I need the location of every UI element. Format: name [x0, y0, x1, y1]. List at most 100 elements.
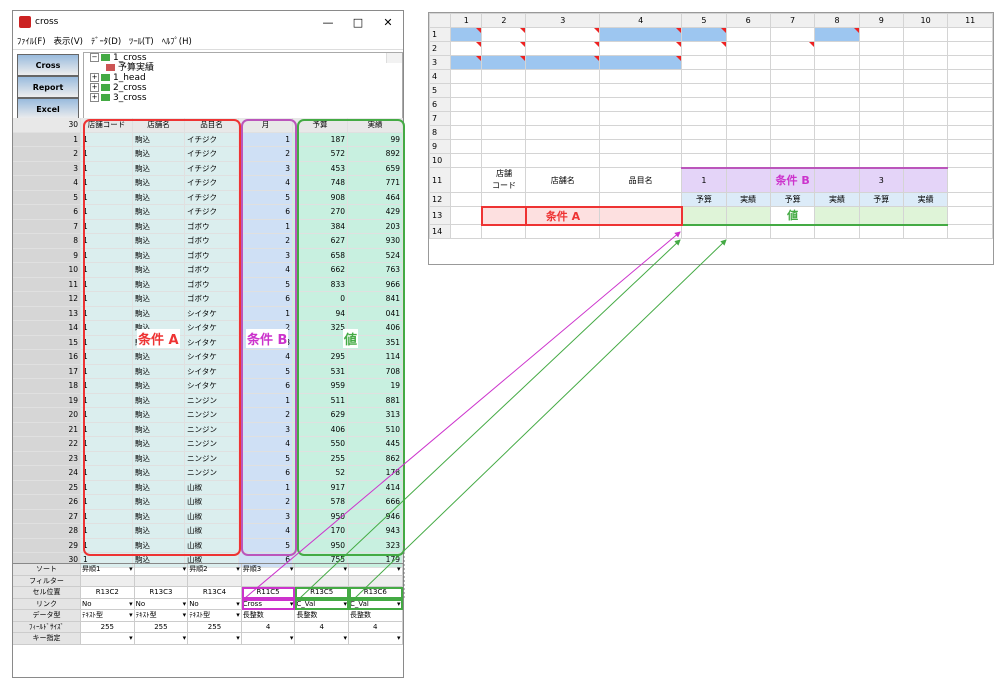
- column-header[interactable]: 1: [450, 13, 483, 28]
- store-name-cell[interactable]: 駒込: [133, 292, 185, 307]
- sheet-cell[interactable]: [450, 55, 483, 70]
- header-budget[interactable]: 予算: [293, 118, 348, 133]
- sheet-cell[interactable]: [725, 206, 771, 226]
- store-name-cell[interactable]: 駒込: [133, 248, 185, 263]
- budget-cell[interactable]: 170: [293, 524, 348, 539]
- item-name-cell[interactable]: 山椒: [185, 509, 239, 524]
- header-store-code[interactable]: 店舗コード: [81, 118, 133, 133]
- store-code-cell[interactable]: 1: [81, 219, 133, 234]
- item-name-header[interactable]: 品目名: [599, 167, 683, 193]
- table-row[interactable]: 20 1 駒込 ニンジン 2 629 313: [13, 408, 403, 423]
- store-code-cell[interactable]: 1: [81, 480, 133, 495]
- item-name-cell[interactable]: ニンジン: [185, 437, 239, 452]
- budget-cell[interactable]: 52: [293, 466, 348, 481]
- store-code-cell[interactable]: 1: [81, 509, 133, 524]
- budget-cell[interactable]: 325: [293, 321, 348, 336]
- table-row[interactable]: 13 1 駒込 シイタケ 1 94 041: [13, 306, 403, 321]
- store-code-cell[interactable]: 1: [81, 422, 133, 437]
- actual-cell[interactable]: 771: [348, 176, 403, 191]
- month-cell[interactable]: 2: [239, 495, 293, 510]
- actual-cell[interactable]: 708: [348, 364, 403, 379]
- store-name-cell[interactable]: 駒込: [133, 437, 185, 452]
- budget-cell[interactable]: 748: [293, 176, 348, 191]
- table-row[interactable]: 29 1 駒込 山椒 5 950 323: [13, 538, 403, 553]
- store-code-cell[interactable]: 1: [81, 321, 133, 336]
- store-name-cell[interactable]: 駒込: [133, 538, 185, 553]
- tree-item[interactable]: +3_cross: [84, 93, 402, 103]
- budget-cell[interactable]: 453: [293, 161, 348, 176]
- store-name-cell[interactable]: 駒込: [133, 509, 185, 524]
- budget-cell[interactable]: 270: [293, 205, 348, 220]
- data-grid[interactable]: 30 店舗コード 店舗名 品目名 月 予算 実績 1 1 駒込 イチジク 1 187 99 2…: [13, 118, 403, 568]
- actual-cell[interactable]: 464: [348, 190, 403, 205]
- month-cell[interactable]: 1: [239, 132, 293, 147]
- property-cell[interactable]: 長整数: [295, 610, 349, 622]
- table-row[interactable]: 23 1 駒込 ニンジン 5 255 862: [13, 451, 403, 466]
- property-cell[interactable]: [188, 575, 242, 587]
- property-cell[interactable]: [81, 575, 135, 587]
- store-name-cell[interactable]: 駒込: [133, 422, 185, 437]
- column-header[interactable]: 2: [481, 13, 527, 28]
- column-header[interactable]: 9: [858, 13, 904, 28]
- tree-item[interactable]: 予算実績: [84, 63, 402, 73]
- sheet-cell[interactable]: [858, 206, 904, 226]
- menu-view[interactable]: 表示(V): [53, 37, 83, 47]
- store-code-cell[interactable]: 1: [81, 292, 133, 307]
- condition-b-sheet-label[interactable]: 条件 B: [769, 166, 816, 193]
- menu-help[interactable]: ﾍﾙﾌﾟ(H): [161, 37, 192, 47]
- store-name-cell[interactable]: 駒込: [133, 379, 185, 394]
- month-cell[interactable]: 5: [239, 538, 293, 553]
- actual-cell[interactable]: 763: [348, 263, 403, 278]
- store-name-cell[interactable]: 駒込: [133, 451, 185, 466]
- item-name-cell[interactable]: 山椒: [185, 495, 239, 510]
- month-cell[interactable]: 2: [239, 234, 293, 249]
- item-name-cell[interactable]: ゴボウ: [185, 292, 239, 307]
- item-name-cell[interactable]: 山椒: [185, 524, 239, 539]
- item-name-cell[interactable]: イチジク: [185, 205, 239, 220]
- actual-cell[interactable]: 351: [348, 335, 403, 350]
- tree-scrollbar[interactable]: [386, 53, 402, 63]
- store-name-cell[interactable]: 駒込: [133, 161, 185, 176]
- expand-icon[interactable]: +: [90, 83, 99, 92]
- property-cell[interactable]: 長整数: [241, 610, 296, 622]
- sheet-cell[interactable]: [681, 27, 727, 42]
- row-header[interactable]: 1: [428, 27, 452, 42]
- actual-cell[interactable]: 881: [348, 393, 403, 408]
- month-cell[interactable]: 4: [239, 437, 293, 452]
- budget-cell[interactable]: 295: [293, 350, 348, 365]
- month-cell[interactable]: 6: [239, 379, 293, 394]
- sheet-cell[interactable]: [525, 55, 601, 70]
- store-name-cell[interactable]: 駒込: [133, 147, 185, 162]
- budget-cell[interactable]: 384: [293, 219, 348, 234]
- actual-header[interactable]: 実績: [902, 192, 949, 207]
- actual-cell[interactable]: 203: [348, 219, 403, 234]
- item-name-cell[interactable]: 山椒: [185, 480, 239, 495]
- sheet-cell[interactable]: [902, 206, 949, 226]
- item-name-cell[interactable]: シイタケ: [185, 350, 239, 365]
- store-code-cell[interactable]: 1: [81, 451, 133, 466]
- budget-cell[interactable]: 531: [293, 364, 348, 379]
- table-row[interactable]: 10 1 駒込 ゴボウ 4 662 763: [13, 263, 403, 278]
- month-cell[interactable]: 5: [239, 277, 293, 292]
- sheet-cell[interactable]: [599, 27, 683, 42]
- table-row[interactable]: 2 1 駒込 イチジク 2 572 892: [13, 147, 403, 162]
- sheet-cell[interactable]: [725, 224, 771, 239]
- table-row[interactable]: 26 1 駒込 山椒 2 578 666: [13, 495, 403, 510]
- item-name-cell[interactable]: シイタケ: [185, 379, 239, 394]
- budget-cell[interactable]: 94: [293, 306, 348, 321]
- property-dropdown[interactable]: C_Val: [348, 598, 403, 610]
- item-name-cell[interactable]: ニンジン: [185, 451, 239, 466]
- budget-cell[interactable]: 572: [293, 147, 348, 162]
- property-cell[interactable]: [241, 575, 296, 587]
- actual-cell[interactable]: 406: [348, 321, 403, 336]
- property-cell[interactable]: [134, 575, 189, 587]
- budget-cell[interactable]: 187: [293, 132, 348, 147]
- budget-cell[interactable]: 0: [293, 292, 348, 307]
- table-row[interactable]: 4 1 駒込 イチジク 4 748 771: [13, 176, 403, 191]
- month-cell[interactable]: 4: [239, 263, 293, 278]
- store-name-cell[interactable]: 駒込: [133, 263, 185, 278]
- budget-cell[interactable]: 662: [293, 263, 348, 278]
- month-cell[interactable]: 1: [239, 480, 293, 495]
- table-row[interactable]: 7 1 駒込 ゴボウ 1 384 203: [13, 219, 403, 234]
- budget-header[interactable]: 予算: [769, 192, 816, 207]
